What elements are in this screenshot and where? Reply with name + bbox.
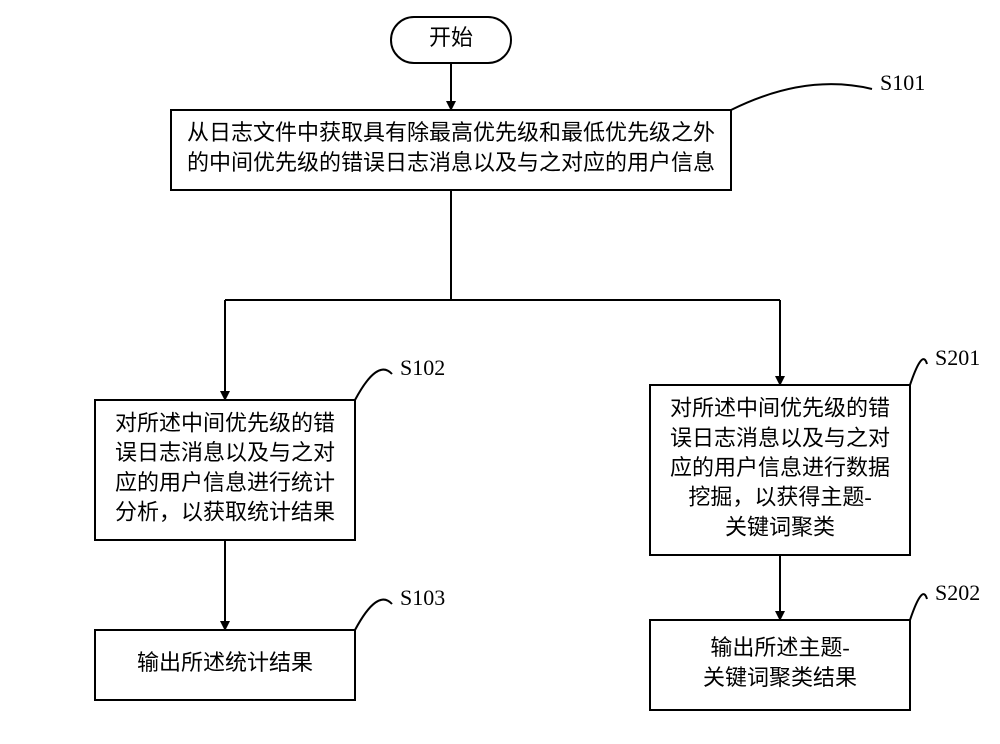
node-s201-line-4: 关键词聚类 <box>725 514 835 539</box>
callout-label-s202: S202 <box>935 580 980 605</box>
node-s103: 输出所述统计结果 S103 <box>95 585 445 700</box>
node-s101-line-1: 的中间优先级的错误日志消息以及与之对应的用户信息 <box>187 150 715 175</box>
node-s102-line-0: 对所述中间优先级的错 <box>115 410 335 435</box>
node-s202-line-0: 输出所述主题- <box>710 635 849 660</box>
node-s101-line-0: 从日志文件中获取具有除最高优先级和最低优先级之外 <box>187 120 715 145</box>
node-s201-line-3: 挖掘，以获得主题- <box>688 485 871 510</box>
flowchart-diagram: 开始从日志文件中获取具有除最高优先级和最低优先级之外的中间优先级的错误日志消息以… <box>0 0 1000 744</box>
node-start: 开始 <box>391 17 511 63</box>
node-s103-line-0: 输出所述统计结果 <box>137 650 313 675</box>
node-start-line-0: 开始 <box>429 25 473 50</box>
node-s202-line-1: 关键词聚类结果 <box>703 665 857 690</box>
node-s201-line-2: 应的用户信息进行数据 <box>670 455 890 480</box>
callout-line-s201 <box>910 359 927 385</box>
node-s102-line-1: 误日志消息以及与之对 <box>115 440 335 465</box>
node-s102-line-3: 分析，以获取统计结果 <box>115 500 335 525</box>
callout-line-s101 <box>731 84 872 110</box>
node-s201-line-0: 对所述中间优先级的错 <box>670 396 890 421</box>
callout-line-s102 <box>355 370 392 400</box>
callout-label-s102: S102 <box>400 355 445 380</box>
node-s201: 对所述中间优先级的错误日志消息以及与之对应的用户信息进行数据挖掘，以获得主题- 关… <box>650 345 980 555</box>
callout-label-s103: S103 <box>400 585 445 610</box>
node-s102: 对所述中间优先级的错误日志消息以及与之对应的用户信息进行统计分析，以获取统计结果… <box>95 355 445 540</box>
node-s102-line-2: 应的用户信息进行统计 <box>115 470 335 495</box>
node-s202: 输出所述主题- 关键词聚类结果 S202 <box>650 580 980 710</box>
node-s101: 从日志文件中获取具有除最高优先级和最低优先级之外的中间优先级的错误日志消息以及与… <box>171 70 925 190</box>
callout-label-s201: S201 <box>935 345 980 370</box>
callout-line-s103 <box>355 600 392 630</box>
node-s201-line-1: 误日志消息以及与之对 <box>670 425 890 450</box>
callout-label-s101: S101 <box>880 70 925 95</box>
callout-line-s202 <box>910 594 927 620</box>
